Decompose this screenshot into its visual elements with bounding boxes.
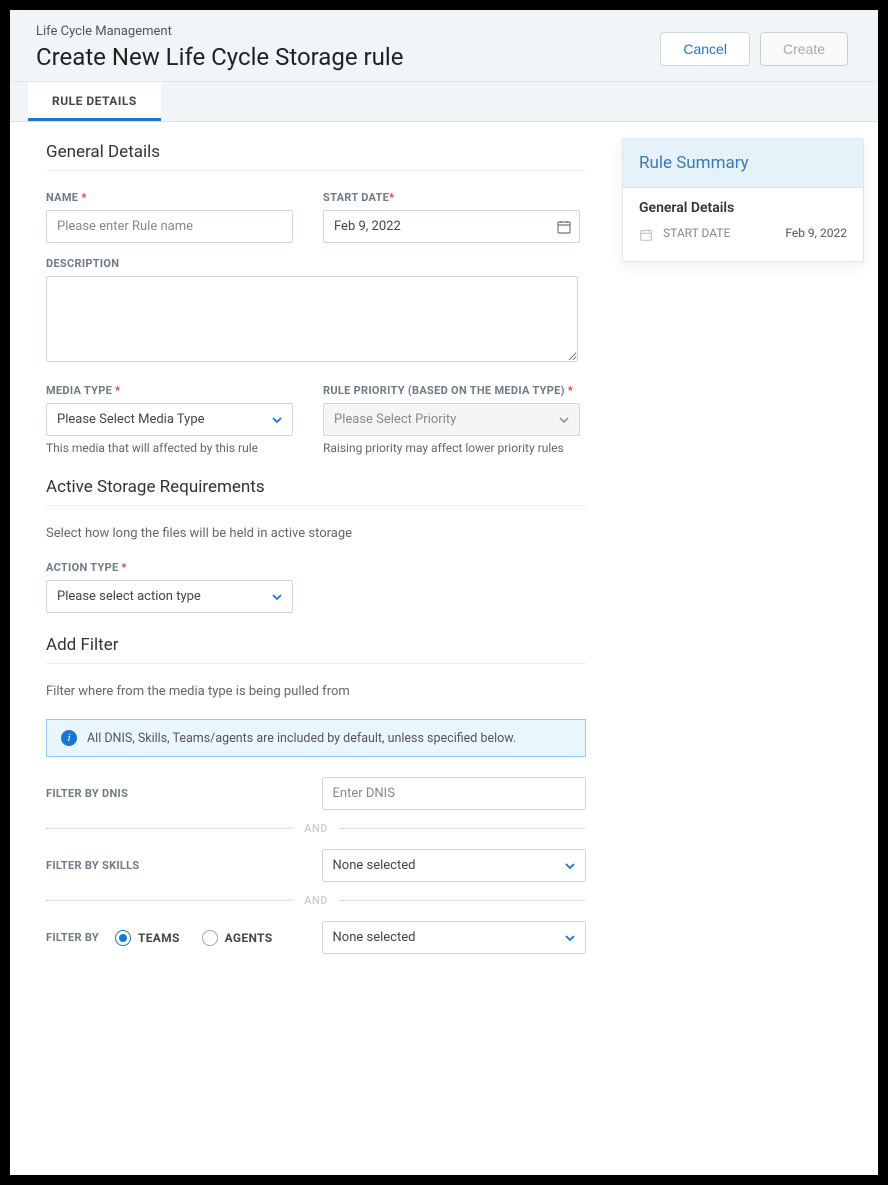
filter-skills-label: FILTER BY SKILLS: [46, 859, 302, 872]
media-type-label: MEDIA TYPE *: [46, 384, 293, 397]
start-date-input[interactable]: [323, 210, 580, 243]
action-type-select[interactable]: Please select action type: [46, 580, 293, 613]
divider: [46, 505, 586, 506]
priority-hint: Raising priority may affect lower priori…: [323, 441, 580, 455]
section-title-general: General Details: [46, 142, 586, 162]
priority-label: RULE PRIORITY (BASED ON THE MEDIA TYPE) …: [323, 384, 580, 397]
name-label: NAME *: [46, 191, 293, 204]
action-type-label: ACTION TYPE *: [46, 561, 293, 574]
rule-summary-card: Rule Summary General Details START DATE …: [622, 138, 864, 262]
divider: [46, 170, 586, 171]
summary-section-title: General Details: [639, 200, 847, 216]
divider: [46, 663, 586, 664]
radio-agents[interactable]: AGENTS: [202, 930, 273, 946]
description-textarea[interactable]: [46, 276, 578, 362]
filter-by-label: FILTER BY: [46, 931, 99, 944]
breadcrumb: Life Cycle Management: [36, 24, 403, 39]
media-type-select[interactable]: Please Select Media Type: [46, 403, 293, 436]
summary-row-start-date: START DATE Feb 9, 2022: [639, 226, 847, 245]
calendar-icon: [556, 219, 572, 235]
and-divider: AND: [46, 894, 586, 907]
priority-select[interactable]: Please Select Priority: [323, 403, 580, 436]
description-label: DESCRIPTION: [46, 257, 578, 270]
and-divider: AND: [46, 822, 586, 835]
create-button[interactable]: Create: [760, 32, 848, 66]
page-header: Life Cycle Management Create New Life Cy…: [10, 10, 878, 82]
rule-summary-title: Rule Summary: [623, 139, 863, 188]
filter-description: Filter where from the media type is bein…: [46, 684, 586, 699]
filter-dnis-input[interactable]: [322, 777, 586, 810]
info-banner: i All DNIS, Skills, Teams/agents are inc…: [46, 719, 586, 757]
name-input[interactable]: [46, 210, 293, 243]
radio-teams[interactable]: TEAMS: [115, 930, 180, 946]
filter-dnis-label: FILTER BY DNIS: [46, 787, 302, 800]
media-type-hint: This media that will affected by this ru…: [46, 441, 293, 455]
storage-description: Select how long the files will be held i…: [46, 526, 586, 541]
info-text: All DNIS, Skills, Teams/agents are inclu…: [87, 731, 516, 746]
filter-skills-select[interactable]: None selected: [322, 849, 586, 882]
section-title-storage: Active Storage Requirements: [46, 477, 586, 497]
start-date-label: START DATE*: [323, 191, 580, 204]
tab-rule-details[interactable]: RULE DETAILS: [28, 82, 161, 121]
tabs-bar: RULE DETAILS: [10, 82, 878, 122]
filter-teams-select[interactable]: None selected: [322, 921, 586, 954]
calendar-icon: [639, 228, 653, 245]
cancel-button[interactable]: Cancel: [660, 32, 750, 66]
section-title-filter: Add Filter: [46, 635, 586, 655]
page-title: Create New Life Cycle Storage rule: [36, 43, 403, 71]
info-icon: i: [61, 730, 77, 746]
